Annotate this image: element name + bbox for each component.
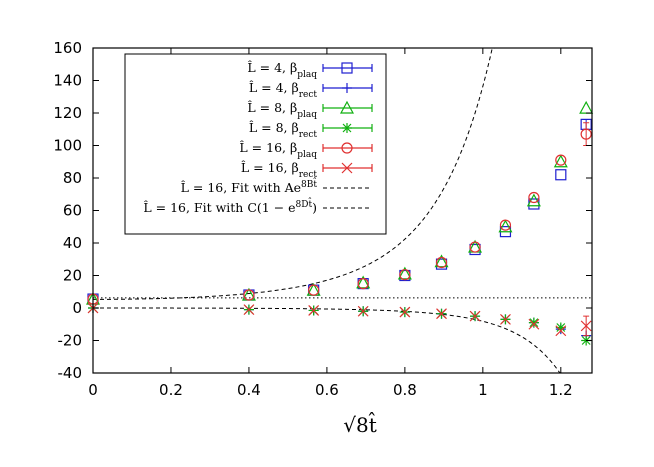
y-tick-label: 160 [53,39,82,57]
legend-fit-label: L̂ = 16, Fit with Ae8Bt̂ [180,177,317,195]
y-tick-label: -20 [58,332,83,350]
x-tick-label: 0.6 [315,381,339,399]
data-point [528,191,540,204]
legend-marker [341,62,353,74]
data-point [555,169,567,181]
legend-label: L̂ = 16, βrect [240,160,317,180]
data-point [528,317,539,328]
data-point [500,313,511,325]
data-point [397,266,412,280]
data-point [579,100,594,114]
legend-marker [341,162,353,174]
y-tick-label: 120 [53,104,82,122]
data-point [499,219,512,231]
data-point [553,154,568,168]
data-point [528,318,540,330]
data-point [399,269,411,281]
legend-marker [342,123,352,133]
data-point [580,128,592,140]
data-point [357,305,369,317]
y-tick-label: 80 [63,169,82,187]
data-point [308,305,320,316]
data-point [243,304,255,316]
series-l-4-rect [88,303,592,341]
data-point [436,308,447,320]
x-tick-label: 0.8 [393,381,417,399]
data-point [526,193,541,207]
data-point [469,241,481,253]
y-tick-label: 100 [53,137,82,155]
data-point [469,310,481,322]
x-axis-label: √8t̂ [343,411,377,437]
data-point [555,325,567,337]
y-tick-label: 0 [72,299,82,317]
legend-marker [339,100,355,114]
data-point [469,243,481,256]
x-tick-label: 1.2 [549,381,573,399]
x-tick-label: 1 [478,381,488,399]
y-tick-label: 40 [63,234,82,252]
legend-fit-label: L̂ = 16, Fit with C(1 − e8Dt̂) [143,197,317,215]
y-tick-label: 140 [53,72,82,90]
y-tick-label: 20 [63,267,82,285]
axis-ticks: 0 0.2 0.4 0.6 0.8 1 1.2 160 140 120 100 80 60 40 20 0 -2… [53,39,592,399]
data-point [498,219,513,233]
fit-curve-saturating [93,307,592,374]
data-point [435,256,448,269]
legend-marker [341,142,353,154]
legend-marker [342,83,352,93]
y-tick-label: -40 [58,364,83,382]
data-point [356,275,371,289]
x-tick-label: 0.4 [237,381,261,399]
data-point [357,278,369,290]
plot-frame [92,47,593,374]
legend-box [124,53,387,235]
x-tick-label: 0.2 [159,381,183,399]
data-point [555,322,566,333]
data-point [243,289,255,301]
data-point [434,254,449,268]
data-point [580,320,592,332]
data-point [555,154,567,166]
data-point [308,284,320,296]
x-tick-label: 0 [88,381,98,399]
y-tick-label: 60 [63,202,82,220]
data-points [85,100,594,346]
data-point [399,306,411,318]
series-l-16-plaq [87,122,592,305]
